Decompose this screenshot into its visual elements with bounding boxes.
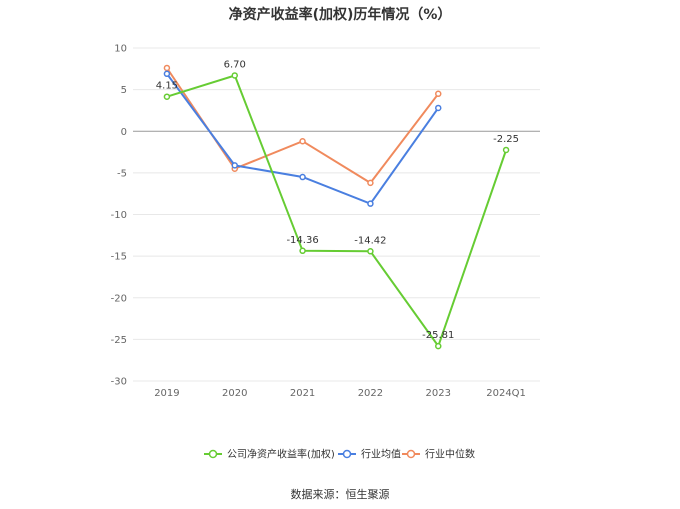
series-line-0 xyxy=(166,74,508,349)
data-point xyxy=(435,342,442,350)
data-label: 6.70 xyxy=(224,59,246,70)
data-point xyxy=(299,173,306,181)
data-point xyxy=(367,200,374,207)
x-tick-label: 2019 xyxy=(154,388,179,399)
legend-marker xyxy=(406,449,416,459)
x-tick-label: 2021 xyxy=(290,388,315,399)
x-tick-label: 2020 xyxy=(222,388,247,399)
legend-marker xyxy=(208,449,218,459)
legend-marker xyxy=(342,449,352,459)
data-label: -25.81 xyxy=(422,330,454,341)
data-point xyxy=(367,179,374,187)
x-tick-label: 2024Q1 xyxy=(486,388,526,399)
y-tick-label: 0 xyxy=(121,127,127,138)
y-tick-label: -30 xyxy=(111,377,127,388)
data-label: -2.25 xyxy=(493,134,519,145)
y-tick-label: -20 xyxy=(111,293,127,304)
data-point xyxy=(435,104,442,112)
y-tick-label: -15 xyxy=(111,252,127,263)
legend-label: 公司净资产收益率(加权) xyxy=(227,448,335,461)
y-tick-label: -5 xyxy=(117,168,127,179)
data-point xyxy=(231,72,238,79)
legend-label: 行业中位数 xyxy=(425,448,475,461)
data-point xyxy=(435,90,442,98)
data-point xyxy=(163,70,171,78)
y-tick-label: 5 xyxy=(121,85,127,96)
data-point xyxy=(299,247,306,255)
y-tick-label: -10 xyxy=(111,210,127,221)
x-tick-label: 2023 xyxy=(426,388,451,399)
x-tick-label: 2022 xyxy=(358,388,383,399)
data-point xyxy=(163,64,171,72)
data-label: -14.36 xyxy=(286,235,318,246)
legend-label: 行业均值 xyxy=(361,448,401,461)
data-point xyxy=(231,162,238,169)
data-point xyxy=(163,93,171,100)
y-tick-label: -25 xyxy=(111,335,127,346)
data-label: -14.42 xyxy=(354,235,386,246)
data-point xyxy=(367,248,374,255)
data-label: 4.15 xyxy=(156,81,178,92)
data-point xyxy=(502,146,510,154)
data-point xyxy=(299,137,306,145)
y-tick-label: 10 xyxy=(114,44,127,55)
data-source-note: 数据来源：恒生聚源 xyxy=(290,488,390,501)
chart-title: 净资产收益率(加权)历年情况（%） xyxy=(228,7,452,23)
